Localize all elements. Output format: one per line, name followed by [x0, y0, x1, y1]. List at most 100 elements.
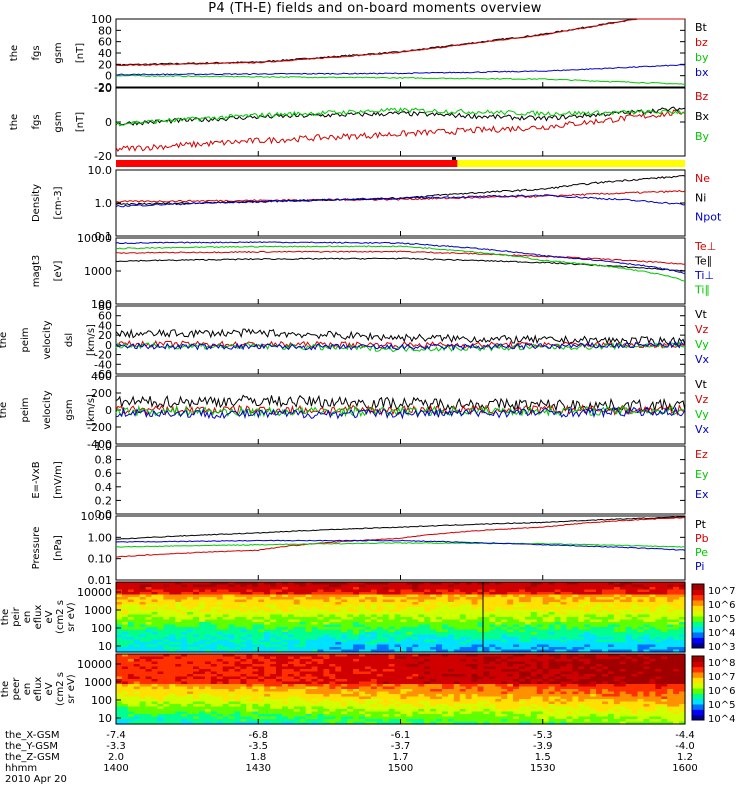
legend-1: Bx	[695, 110, 710, 123]
y-tick-label: 10.0	[88, 164, 113, 177]
y-tick-label: 0.4	[95, 481, 113, 494]
legend-2: Pe	[695, 546, 708, 559]
y-label-word: [km/s]	[86, 324, 97, 356]
colorbar-step	[692, 637, 704, 643]
mode-marker	[452, 157, 456, 160]
y-tick-label: 400	[91, 370, 112, 383]
y-label-word: fgs	[31, 114, 42, 129]
y-label-word: eV	[44, 610, 55, 623]
y-label-word: velocity	[42, 390, 53, 429]
y-label-word: fgs	[31, 45, 42, 60]
series-line-Pb	[116, 518, 685, 557]
y-label-word: velocity	[42, 320, 53, 359]
y-tick-label: 0.2	[95, 494, 113, 507]
y-label-word: [km/s]	[86, 394, 97, 426]
y-tick-label: 1.0	[95, 197, 113, 210]
colorbar-step	[692, 600, 704, 606]
legend-1: Vz	[695, 323, 709, 336]
colorbar-step	[692, 616, 704, 622]
y-tick-label: 1.00	[88, 531, 113, 544]
y-tick-label: 1.0	[95, 440, 113, 453]
colorbar-tick-label: 10^5	[708, 614, 735, 625]
y-label-word: the	[0, 332, 9, 348]
legend-2: By	[695, 130, 710, 143]
y-label-word: dsl	[64, 333, 75, 347]
y-label-word: (cm2 s	[55, 600, 66, 634]
colorbar-step	[692, 589, 704, 595]
y-label-word: [cm-3]	[53, 186, 64, 219]
y-tick-label: 10	[98, 640, 112, 653]
y-tick-label: 100	[91, 622, 112, 635]
colorbar-step	[692, 632, 704, 638]
legend-2: Vy	[695, 338, 709, 351]
legend-0: Bt	[695, 21, 708, 34]
colorbar-tick-label: 10^7	[708, 586, 735, 597]
colorbar-step	[692, 584, 704, 590]
colorbar-step	[692, 595, 704, 601]
legend-1: bz	[695, 36, 708, 49]
series-line-bx	[116, 65, 685, 75]
legend-3: bx	[695, 66, 709, 79]
legend-0: Pt	[695, 518, 707, 531]
plot-title: P4 (TH-E) fields and on-board moments ov…	[0, 1, 750, 16]
legend-2: by	[695, 51, 709, 64]
y-tick-label: 1000	[84, 604, 112, 617]
y-label-word: E=-VxB	[31, 461, 42, 498]
series-line-Bt	[116, 19, 685, 66]
y-axis-label: Pressure[nPa]	[31, 527, 64, 570]
y-label-word: peim	[20, 327, 31, 352]
legend-2: Vy	[695, 408, 709, 421]
y-axis-label: the peim velocity gsm [km/s]	[0, 390, 97, 429]
colorbar-tick-label: 10^6	[708, 600, 735, 611]
mode-segment	[116, 160, 457, 167]
y-label-word: [eV]	[53, 261, 64, 282]
legend-2: Npot	[695, 211, 722, 224]
mode-bar	[116, 157, 685, 167]
y-tick-label: -20	[94, 150, 112, 163]
colorbar-tick-label: 10^4	[708, 628, 735, 639]
legend-0: Vt	[695, 378, 708, 391]
y-label-word: en	[22, 611, 33, 624]
series-line-Ne	[116, 191, 685, 203]
series-line-By	[116, 108, 685, 126]
legend-3: Ti∥	[694, 284, 710, 297]
y-label-word: peir	[11, 606, 22, 626]
colorbar: 10^7 10^6 10^5 10^4 10^3	[692, 584, 735, 653]
y-tick-label: 20	[98, 82, 112, 95]
y-label-word: peim	[20, 397, 31, 422]
y-label-word: the	[9, 45, 20, 61]
legend-2: Ti⊥	[694, 269, 714, 282]
colorbar-tick-label: 10^3	[708, 642, 735, 653]
y-label-word: sr eV)	[66, 602, 77, 631]
legend-1: Vz	[695, 393, 709, 406]
colorbar-step	[692, 621, 704, 627]
legend-3: Vx	[695, 423, 710, 436]
legend-1: Ni	[695, 191, 706, 204]
legend-0: Vt	[695, 308, 708, 321]
y-label-word: gsm	[64, 399, 75, 420]
y-label-word: [nT]	[75, 112, 86, 132]
legend-0: Te⊥	[694, 240, 716, 253]
panel-frame	[116, 238, 685, 304]
legend-1: Pb	[695, 532, 709, 545]
legend-1: Te∥	[694, 255, 712, 268]
y-label-word: Pressure	[31, 527, 42, 570]
y-tick-label: 0	[105, 404, 112, 417]
colorbar-step	[692, 611, 704, 617]
y-axis-label: Density[cm-3]	[31, 184, 64, 222]
series-line-Pt	[116, 517, 685, 540]
y-label-word: the	[0, 402, 9, 418]
panel-frame	[116, 446, 685, 514]
legend-0: Ne	[695, 172, 710, 185]
y-label-word: eflux	[33, 605, 44, 630]
y-tick-label: 1000	[84, 265, 112, 278]
